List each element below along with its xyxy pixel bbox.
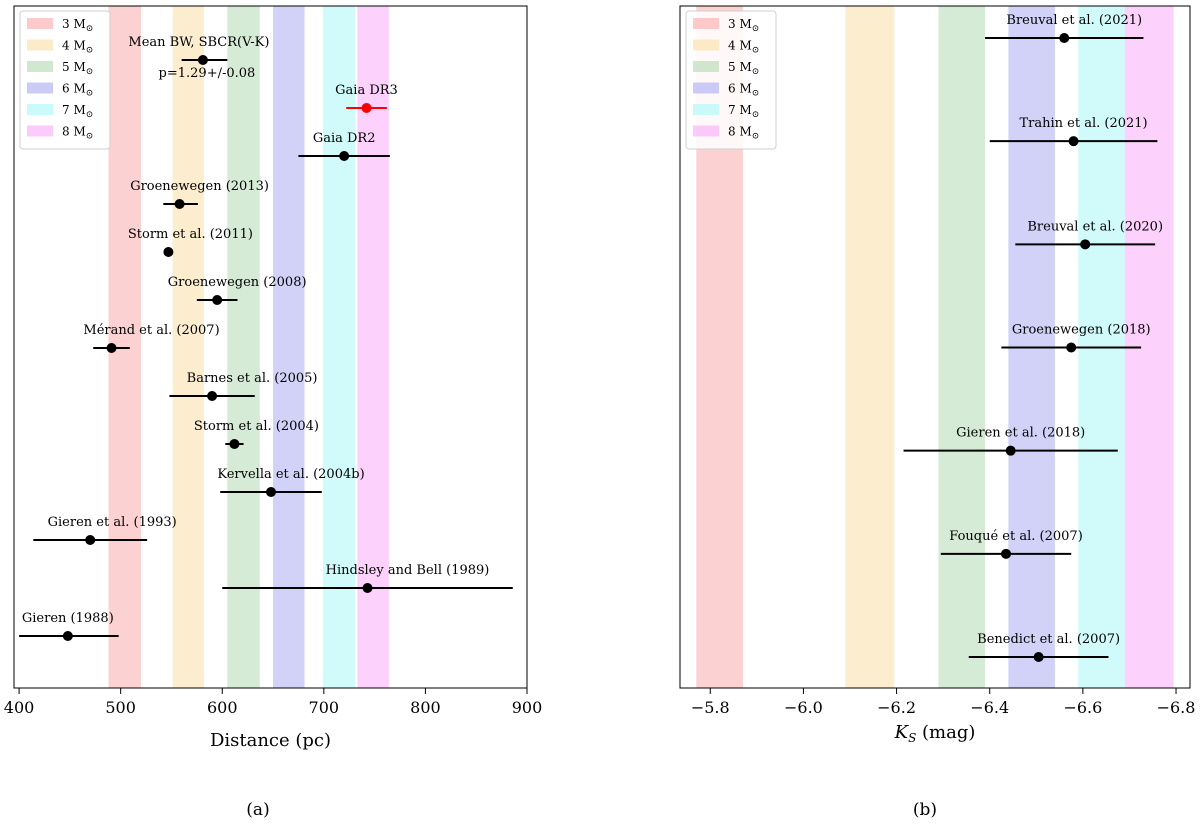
point-label: Mérand et al. (2007) — [83, 323, 219, 338]
mass-band-7msun — [322, 6, 356, 688]
mass-band-6msun — [273, 6, 305, 688]
legend: 3 M⊙ 4 M⊙ 5 M⊙ 6 M⊙ 7 M⊙ 8 M⊙ — [685, 10, 777, 150]
data-point — [1033, 652, 1044, 662]
mass-band-4msun — [845, 6, 895, 688]
mass-band-4msun — [172, 6, 204, 688]
point-label: Storm et al. (2011) — [128, 227, 253, 242]
legend-swatch — [693, 61, 719, 72]
data-point — [1005, 445, 1016, 456]
point-label: Gaia DR3 — [335, 83, 398, 98]
x-tick-label: −6.0 — [784, 698, 823, 717]
data-point — [62, 631, 73, 641]
point-label: Storm et al. (2004) — [194, 419, 319, 434]
legend-swatch — [693, 104, 719, 115]
point-label: Kervella et al. (2004b) — [217, 467, 364, 482]
data-point — [1059, 33, 1070, 43]
point-label: Gieren et al. (1993) — [48, 515, 177, 530]
legend-swatch — [27, 61, 53, 72]
point-label: Breuval et al. (2021) — [1006, 13, 1142, 28]
point-sublabel: p=1.29+/-0.08 — [159, 66, 256, 81]
data-point — [1001, 548, 1012, 559]
mass-band-8msun — [357, 6, 389, 688]
legend-entry: 4 M⊙ — [62, 39, 93, 56]
legend-swatch — [693, 18, 719, 29]
legend: 3 M⊙ 4 M⊙ 5 M⊙ 6 M⊙ 7 M⊙ 8 M⊙ — [19, 10, 111, 150]
legend-entry: 3 M⊙ — [62, 17, 93, 34]
x-tick-label: 700 — [309, 698, 340, 717]
panel-caption: (b) — [913, 800, 937, 820]
data-point — [163, 247, 174, 257]
x-tick-label: 500 — [105, 698, 136, 717]
x-tick-label: 800 — [410, 698, 441, 717]
point-label: Hindsley and Bell (1989) — [326, 563, 490, 578]
x-tick-label: 900 — [512, 698, 543, 717]
point-label: Benedict et al. (2007) — [977, 632, 1120, 647]
point-label: Gieren (1988) — [22, 611, 114, 626]
x-axis-title: Distance (pc) — [210, 730, 331, 751]
data-point — [197, 55, 208, 65]
point-label: Gaia DR2 — [313, 131, 376, 146]
legend-entry: 3 M⊙ — [728, 17, 759, 34]
data-point — [1066, 342, 1077, 353]
legend-swatch — [693, 125, 719, 137]
legend-swatch — [693, 39, 719, 51]
data-point — [362, 583, 373, 593]
legend-entry: 8 M⊙ — [62, 125, 93, 142]
legend-entry: 5 M⊙ — [728, 60, 759, 77]
data-point — [212, 295, 223, 305]
legend-entry: 5 M⊙ — [62, 60, 93, 77]
legend-swatch — [27, 82, 53, 94]
point-label: Groenewegen (2008) — [168, 275, 307, 290]
x-tick-label: 400 — [4, 698, 35, 717]
legend-swatch — [693, 82, 719, 94]
chart-panel-a: 400 500 600 700 800 900 Distance (pc) (a) Mean B… — [4, 5, 543, 820]
mass-band-5msun — [938, 6, 986, 688]
legend-entry: 6 M⊙ — [62, 82, 93, 99]
chart-panel-b: −5.8 −6.0 −6.2 −6.4 −6.6 −6.8 KS (mag) (b) Breuv… — [679, 5, 1196, 820]
legend-entry: 8 M⊙ — [728, 125, 759, 142]
data-point — [1080, 239, 1091, 250]
x-tick-label: −6.2 — [877, 698, 916, 717]
data-point — [106, 343, 117, 353]
point-label: Mean BW, SBCR(V-K) — [128, 35, 269, 50]
x-tick-label: −5.8 — [691, 698, 730, 717]
legend-entry: 7 M⊙ — [62, 103, 93, 120]
point-label: Breuval et al. (2020) — [1027, 219, 1163, 234]
data-point — [207, 391, 218, 401]
point-label: Gieren et al. (2018) — [956, 426, 1085, 441]
point-label: Barnes et al. (2005) — [187, 371, 318, 386]
x-axis-title: KS (mag) — [894, 722, 976, 745]
plot-frame — [13, 5, 528, 689]
x-tick-label: −6.8 — [1157, 698, 1196, 717]
x-tick-label: −6.4 — [970, 698, 1009, 717]
data-point — [339, 151, 350, 161]
legend-entry: 7 M⊙ — [728, 103, 759, 120]
point-label: Groenewegen (2018) — [1012, 323, 1151, 338]
data-point — [361, 103, 372, 113]
legend-swatch — [27, 125, 53, 137]
point-label: Groenewegen (2013) — [130, 179, 269, 194]
data-point — [174, 199, 185, 209]
panel-caption: (a) — [246, 800, 269, 820]
legend-swatch — [27, 104, 53, 115]
plot-frame — [679, 5, 1191, 689]
data-point — [1068, 136, 1079, 147]
point-label: Trahin et al. (2021) — [1019, 116, 1147, 131]
legend-entry: 6 M⊙ — [728, 82, 759, 99]
mass-band-5msun — [227, 6, 260, 688]
x-tick-label: 600 — [207, 698, 238, 717]
x-tick-label: −6.6 — [1063, 698, 1102, 717]
data-point — [85, 535, 96, 545]
data-point — [266, 487, 277, 497]
legend-swatch — [27, 39, 53, 51]
legend-entry: 4 M⊙ — [728, 39, 759, 56]
data-point — [229, 439, 240, 449]
legend-swatch — [27, 18, 53, 29]
point-label: Fouqué et al. (2007) — [949, 529, 1082, 544]
